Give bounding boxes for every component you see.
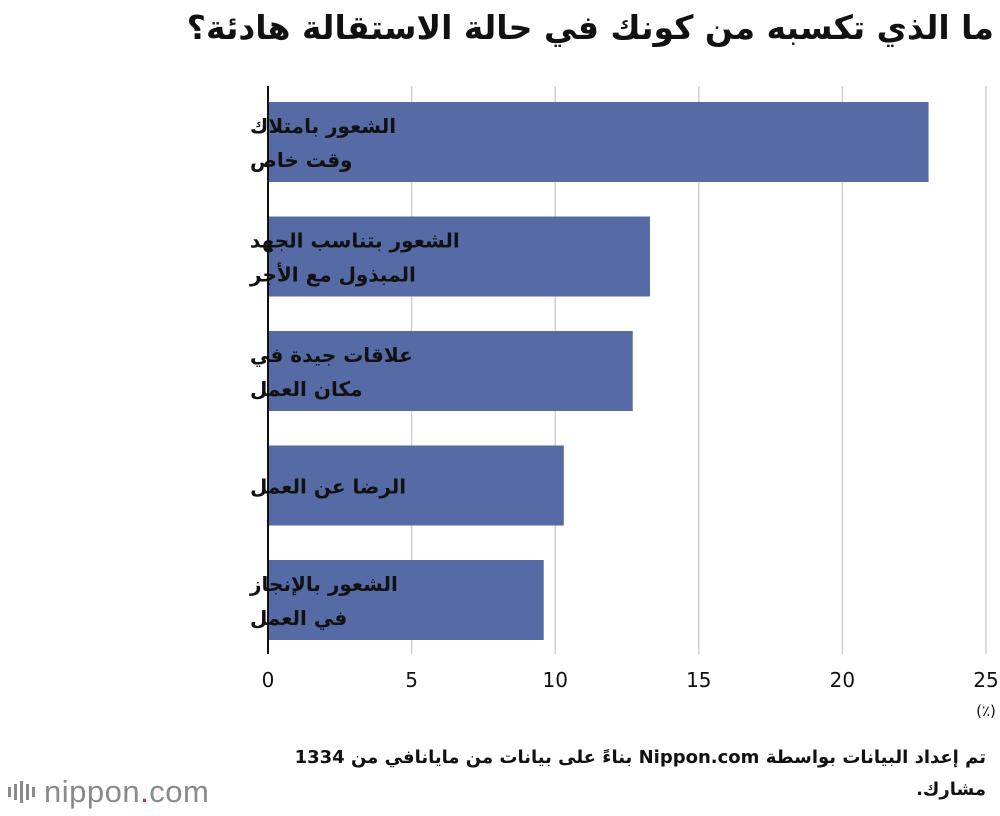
logo-domain: com	[149, 774, 210, 809]
x-tick-label-4: 20	[830, 668, 855, 692]
logo-name: nippon	[44, 774, 141, 809]
bar-2	[268, 331, 633, 411]
logo-text: nippon.com	[44, 774, 209, 810]
logo-dot: .	[140, 774, 150, 809]
nippon-logo: nippon.com	[8, 772, 209, 812]
category-label-2-0: علاقات جيدة في	[250, 343, 413, 368]
x-tick-label-0: 0	[262, 668, 275, 692]
category-label-0-0: الشعور بامتلاك	[250, 114, 396, 138]
category-label-0-1: وقت خاص	[250, 148, 353, 172]
bar-1	[268, 216, 650, 297]
x-tick-label-1: 5	[405, 668, 418, 692]
category-label-4-1: في العمل	[250, 606, 347, 631]
bar-3	[268, 445, 564, 526]
category-label-4-0: الشعور بالإنجاز	[249, 572, 398, 596]
category-label-1-0: الشعور بتناسب الجهد	[250, 229, 460, 253]
category-label-2-1: مكان العمل	[250, 377, 362, 401]
x-tick-label-3: 15	[686, 668, 711, 692]
x-tick-label-5: 25	[973, 668, 998, 692]
chart-title: ما الذي تكسبه من كونك في حالة الاستقالة …	[186, 8, 994, 47]
x-axis-unit-label: (٪)	[976, 702, 996, 720]
bar-4	[268, 560, 544, 640]
x-tick-label-2: 10	[542, 668, 567, 692]
category-label-3-0: الرضا عن العمل	[250, 475, 406, 499]
bar-0	[268, 102, 929, 182]
category-label-1-1: المبذول مع الأجر	[249, 262, 416, 287]
logo-mark-icon	[8, 781, 35, 803]
bar-chart: الشعور بامتلاك وقت خاص الشعور بتناسب الجهد…	[249, 86, 999, 720]
source-note: تم إعداد البيانات بواسطة Nippon.com بناء…	[294, 747, 986, 800]
